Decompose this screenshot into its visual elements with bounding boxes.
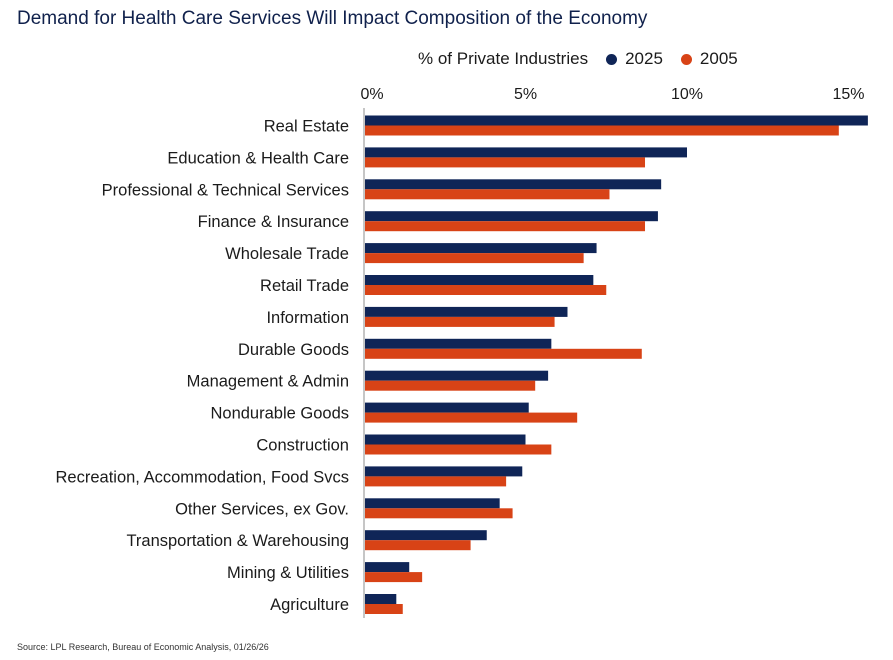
bar-2025 [365,466,523,477]
legend-item-2025: 2025 [606,49,663,69]
category-label: Real Estate [264,118,349,136]
bar-2025 [365,434,526,445]
legend-swatch-2025 [606,53,618,65]
category-label: Education & Health Care [167,149,349,167]
bar-2005 [365,444,552,455]
bar-2005 [365,157,646,168]
bar-2025 [365,498,500,509]
bar-2025 [365,530,487,541]
bar-2025 [365,402,529,413]
x-tick-label: 0% [360,86,383,103]
x-tick-label: 10% [671,86,703,103]
legend: % of Private Industries 2025 2005 [418,49,756,69]
category-label: Other Services, ex Gov. [175,500,349,518]
category-label: Transportation & Warehousing [126,532,349,550]
legend-item-2005: 2005 [680,49,738,69]
category-label: Professional & Technical Services [102,181,349,199]
bar-2005 [365,348,642,359]
bar-2025 [365,562,410,573]
category-label: Recreation, Accommodation, Food Svcs [56,468,349,486]
category-label: Durable Goods [238,341,349,359]
bar-2025 [365,115,868,126]
category-label: Information [266,309,349,327]
category-label: Wholesale Trade [225,245,349,263]
legend-title: % of Private Industries [418,49,589,68]
bar-2005 [365,604,403,614]
x-tick-label: 15% [832,86,864,103]
legend-label-2025: 2025 [625,49,663,68]
source-note: Source: LPL Research, Bureau of Economic… [17,642,269,652]
bar-2005 [365,572,423,583]
bar-2005 [365,253,584,264]
bar-2025 [365,211,658,222]
bar-2005 [365,476,507,487]
category-label: Construction [256,437,349,455]
x-tick-label: 5% [514,86,537,103]
bar-2025 [365,370,549,381]
category-label: Management & Admin [187,373,349,391]
legend-label-2005: 2005 [699,49,738,68]
bar-2005 [365,285,607,295]
bar-2025 [365,338,552,349]
bar-2025 [365,306,568,317]
category-label: Retail Trade [260,277,349,295]
bar-2025 [365,147,687,158]
bar-2005 [365,540,471,551]
bar-2025 [365,275,594,285]
bar-2005 [365,508,513,519]
legend-swatch-2005 [680,53,692,65]
category-label: Finance & Insurance [198,213,349,231]
bar-2025 [365,179,662,190]
bar-chart: 0% 5% 10% 15% Real Estate Education & Health … [56,86,868,618]
bar-2005 [365,316,555,327]
bar-2005 [365,189,610,200]
category-label: Agriculture [270,596,349,614]
chart-title: Demand for Health Care Services Will Imp… [17,8,648,29]
bar-2005 [365,221,646,232]
bar-2025 [365,594,397,604]
bar-2005 [365,412,578,423]
bar-2005 [365,125,839,136]
bar-2005 [365,380,536,391]
category-label: Nondurable Goods [210,405,349,423]
bar-2025 [365,243,597,254]
category-label: Mining & Utilities [227,564,349,582]
